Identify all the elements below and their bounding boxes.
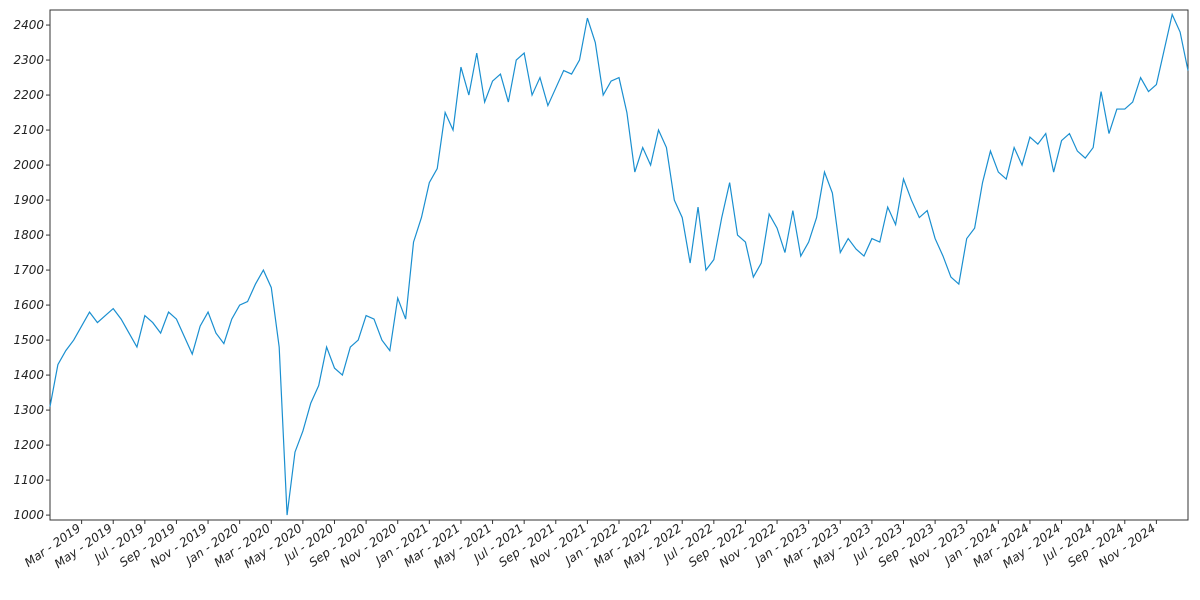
y-tick-label: 2400 — [13, 18, 44, 32]
y-tick-label: 1600 — [13, 298, 44, 312]
y-tick-label: 1500 — [13, 333, 44, 347]
plot-frame — [49, 9, 1189, 521]
y-tick-label: 2300 — [13, 53, 44, 67]
y-tick-label: 2100 — [13, 123, 44, 137]
y-tick-label: 2000 — [13, 158, 44, 172]
y-tick-label: 1300 — [13, 403, 44, 417]
y-tick-label: 1400 — [13, 368, 44, 382]
y-tick-label: 1700 — [13, 263, 44, 277]
y-tick-label: 1000 — [13, 508, 44, 522]
y-tick-label: 1800 — [13, 228, 44, 242]
y-tick-label: 2200 — [13, 88, 44, 102]
y-tick-label: 1200 — [13, 438, 44, 452]
line-series — [49, 12, 1189, 516]
y-tick-label: 1100 — [13, 473, 44, 487]
y-tick-label: 1900 — [13, 193, 44, 207]
